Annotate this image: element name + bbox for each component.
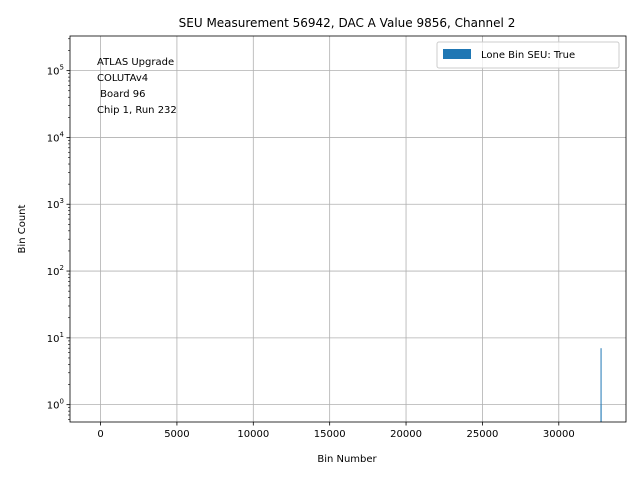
x-tick-label: 10000 — [237, 429, 269, 440]
legend-label: Lone Bin SEU: True — [481, 50, 575, 61]
axis-ticks: 0 5000 10000 15000 20000 25000 30000 100 101 102 1… — [47, 38, 575, 440]
y-tick-label: 101 — [47, 331, 64, 345]
y-tick-label: 105 — [47, 64, 64, 78]
y-tick-label: 100 — [47, 398, 64, 412]
run-info-annotation: ATLAS Upgrade COLUTAv4 Board 96 Chip 1, … — [97, 57, 177, 116]
chart-title: SEU Measurement 56942, DAC A Value 9856,… — [179, 16, 516, 30]
y-tick-label: 103 — [47, 197, 64, 211]
grid-lines — [70, 36, 626, 422]
legend: Lone Bin SEU: True — [436, 41, 620, 69]
annotation-line: ATLAS Upgrade — [97, 57, 174, 68]
plot-frame — [69, 35, 627, 423]
y-tick-label: 102 — [47, 264, 64, 278]
y-tick-label: 104 — [47, 130, 65, 144]
x-tick-label: 25000 — [467, 429, 499, 440]
x-tick-label: 15000 — [314, 429, 346, 440]
x-tick-label: 0 — [97, 429, 103, 440]
legend-swatch — [443, 49, 471, 59]
legend-box — [436, 41, 620, 69]
x-tick-label: 30000 — [543, 429, 575, 440]
x-tick-label: 5000 — [164, 429, 189, 440]
x-axis-label: Bin Number — [317, 454, 377, 465]
y-axis-label: Bin Count — [17, 204, 28, 253]
annotation-line: COLUTAv4 — [97, 73, 148, 84]
annotation-line: Board 96 — [97, 89, 145, 100]
annotation-line: Chip 1, Run 232 — [97, 105, 177, 116]
x-tick-label: 20000 — [390, 429, 422, 440]
